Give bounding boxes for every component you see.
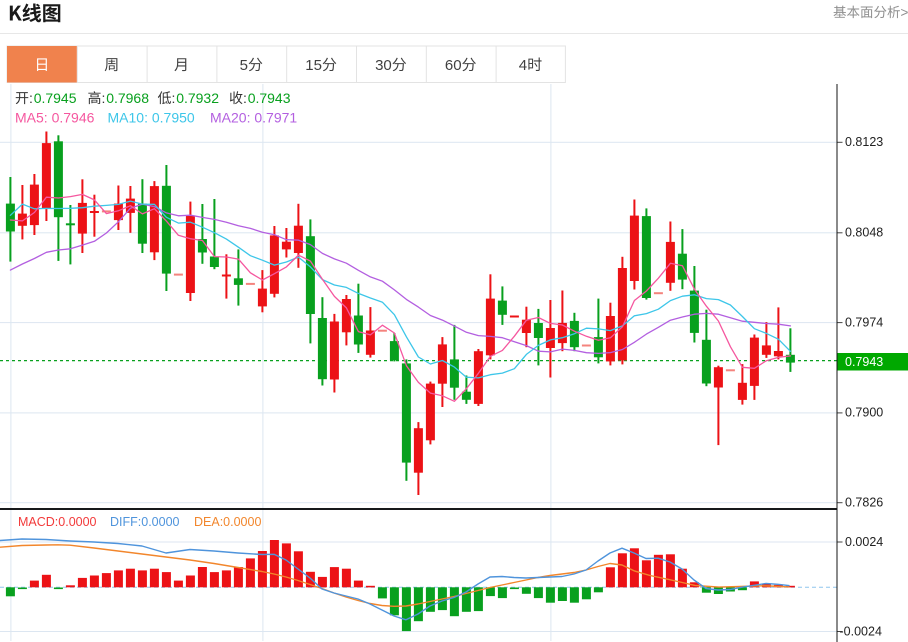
svg-text:-0.0024: -0.0024 — [840, 624, 882, 638]
svg-text::: : — [102, 90, 106, 106]
svg-text:>: > — [901, 5, 908, 20]
svg-text:0.7974: 0.7974 — [845, 315, 883, 329]
svg-text:0.7943: 0.7943 — [845, 355, 883, 369]
svg-text:DIFF:0.0000: DIFF:0.0000 — [110, 515, 180, 529]
svg-text:0.7900: 0.7900 — [845, 406, 883, 420]
svg-text:0.7943: 0.7943 — [248, 90, 291, 106]
svg-text:30: 30 — [375, 57, 392, 74]
svg-text:0.7826: 0.7826 — [845, 496, 883, 510]
svg-text:0.7968: 0.7968 — [106, 90, 149, 106]
svg-text:0.8048: 0.8048 — [845, 226, 883, 240]
svg-text:60: 60 — [445, 57, 462, 74]
svg-text:0.0024: 0.0024 — [845, 535, 883, 549]
svg-text:0.7932: 0.7932 — [176, 90, 219, 106]
svg-text:DEA:0.0000: DEA:0.0000 — [194, 515, 261, 529]
svg-text:15: 15 — [305, 57, 322, 74]
svg-text:5: 5 — [240, 57, 248, 74]
svg-text::: : — [172, 90, 176, 106]
svg-text:MA10: 0.7950: MA10: 0.7950 — [108, 110, 195, 126]
svg-text:0.8123: 0.8123 — [845, 135, 883, 149]
svg-text:0.7945: 0.7945 — [34, 90, 77, 106]
svg-text:MACD:0.0000: MACD:0.0000 — [18, 515, 97, 529]
svg-text:MA20: 0.7971: MA20: 0.7971 — [210, 110, 297, 126]
svg-text:4: 4 — [519, 57, 527, 74]
svg-text::: : — [29, 90, 33, 106]
svg-text::: : — [243, 90, 247, 106]
svg-text:MA5: 0.7946: MA5: 0.7946 — [15, 110, 95, 126]
